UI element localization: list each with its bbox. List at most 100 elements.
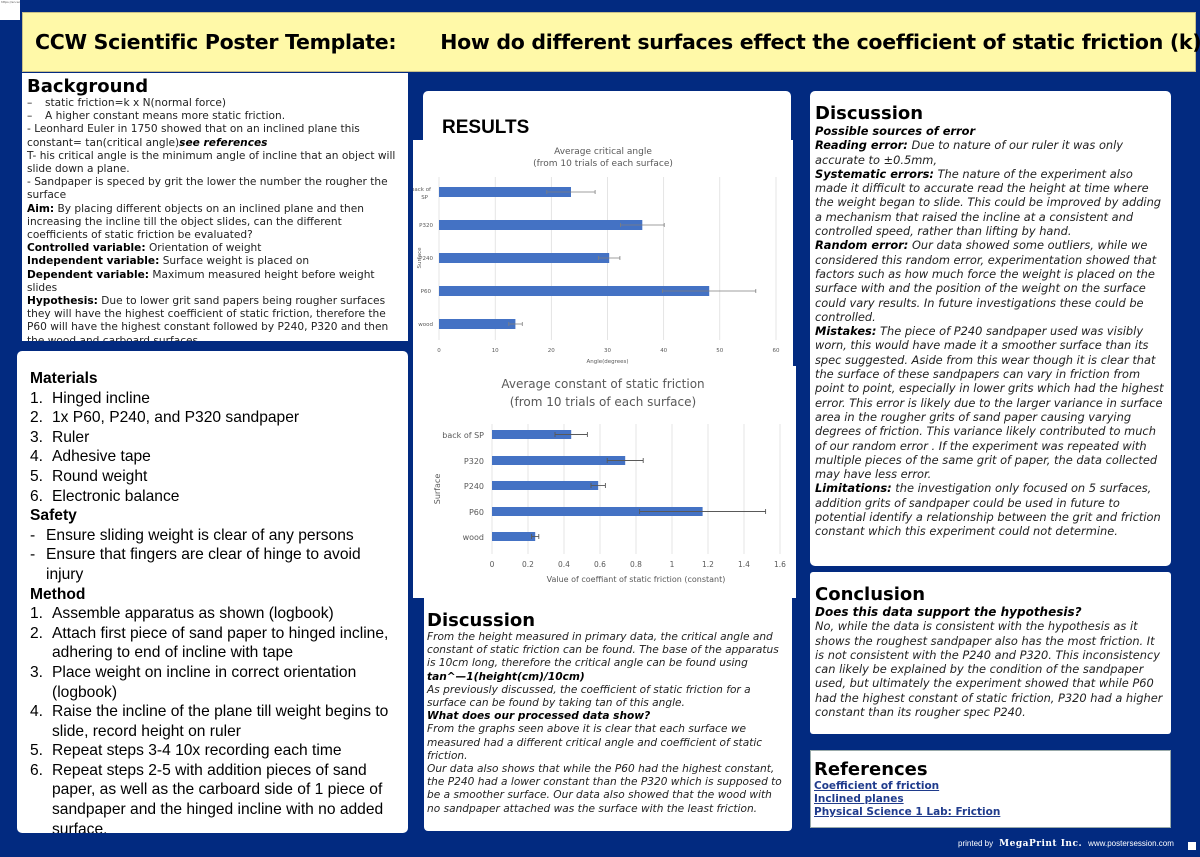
reference-link-inclined-planes[interactable]: Inclined planes	[814, 793, 904, 805]
svg-text:0: 0	[490, 560, 495, 569]
friction-constant-chart: Average constant of static friction (fro…	[413, 366, 796, 598]
discussion-mid-text: From the height measured in primary data…	[427, 631, 782, 815]
method-step: 3. Place weight on incline in correct ori…	[30, 663, 357, 701]
safety-item: - Ensure sliding weight is clear of any p…	[30, 526, 354, 544]
discussion-mid-panel: Discussion From the height measured in p…	[424, 598, 792, 831]
svg-text:P60: P60	[421, 289, 432, 295]
chart2-xlabel: Value of coeffiant of static friction (c…	[547, 575, 726, 584]
background-heading: Background	[27, 76, 149, 97]
bullet-higher-constant: A higher constant means more static fric…	[45, 110, 286, 123]
see-references-link[interactable]: see references	[179, 136, 268, 149]
independent-text: Surface weight is placed on	[159, 255, 310, 268]
discussion-right-heading: Discussion	[815, 103, 924, 124]
discussion-right-panel: Discussion Possible sources of error Rea…	[810, 91, 1171, 566]
method-step: 6. Repeat steps 2-5 with addition pieces …	[30, 761, 384, 833]
controlled-text: Orientation of weight	[145, 242, 262, 255]
chart2-title-line2: (from 10 trials of each surface)	[510, 395, 696, 409]
poster-research-question: How do different surfaces effect the coe…	[440, 30, 1200, 54]
aim-label: Aim:	[27, 202, 55, 215]
method-heading: Method	[30, 585, 86, 603]
controlled-label: Controlled variable:	[27, 242, 146, 255]
poster-title-banner: CCW Scientific Poster Template: How do d…	[22, 12, 1200, 72]
svg-text:0.6: 0.6	[594, 560, 606, 569]
svg-text:1.2: 1.2	[702, 560, 714, 569]
conclusion-heading: Conclusion	[815, 584, 926, 605]
conclusion-text: Does this data support the hypothesis? N…	[815, 605, 1163, 720]
references-panel: References Coefficient of friction Incli…	[810, 750, 1171, 828]
reference-link-physical-science-lab[interactable]: Physical Science 1 Lab: Friction	[814, 806, 1001, 818]
svg-text:P60: P60	[469, 508, 484, 517]
printer-footer: printed by MegaPrint Inc. www.postersessio…	[958, 839, 1174, 849]
conclusion-panel: Conclusion Does this data support the hy…	[810, 572, 1171, 734]
svg-text:0.2: 0.2	[522, 560, 534, 569]
chart1-cat-back-of-sp-l2: SP	[421, 195, 428, 201]
materials-section: Materials 1. Hinged incline 2. 1x P60, P24…	[30, 369, 398, 833]
svg-text:P320: P320	[464, 457, 484, 466]
svg-text:wood: wood	[463, 533, 484, 542]
discussion-mid-heading: Discussion	[427, 610, 536, 631]
materials-item: 2. 1x P60, P240, and P320 sandpaper	[30, 409, 300, 427]
method-step: 2. Attach first piece of sand paper to hi…	[30, 624, 389, 662]
chart2-title-line1: Average constant of static friction	[501, 377, 704, 391]
materials-item: 6. Electronic balance	[30, 487, 180, 505]
aim-text: By placing different objects on an incli…	[27, 202, 364, 242]
chart1-xlabel: Angle(degrees)	[586, 359, 628, 365]
svg-text:30: 30	[604, 348, 611, 354]
materials-item: 4. Adhesive tape	[30, 448, 151, 466]
independent-label: Independent variable:	[27, 255, 160, 268]
tan-formula: tan^—1(height(cm)/10cm)	[427, 670, 585, 683]
method-step: 5. Repeat steps 3-4 10x recording each ti…	[30, 742, 342, 760]
references-heading: References	[814, 759, 928, 780]
chart2-ylabel: Surface	[433, 474, 442, 505]
svg-text:back of SP: back of SP	[442, 431, 484, 440]
dependent-label: Dependent variable:	[27, 268, 150, 281]
poster-template-title: CCW Scientific Poster Template:	[35, 30, 397, 54]
conclusion-question: Does this data support the hypothesis?	[815, 605, 1082, 619]
postersession-url[interactable]: www.postersession.com	[1088, 839, 1174, 848]
svg-text:1: 1	[670, 560, 675, 569]
hypothesis-label: Hypothesis:	[27, 295, 98, 308]
chart1-cat-back-of-sp-l1: back of	[413, 187, 432, 193]
method-step: 1. Assemble apparatus as shown (logbook)	[30, 605, 334, 623]
bullet-static-friction: static friction=k x N(normal force)	[45, 97, 226, 109]
background-panel: Background – static friction=k x N(normal…	[22, 73, 408, 341]
svg-text:50: 50	[716, 348, 723, 354]
processed-data-question: What does our processed data show?	[427, 710, 651, 723]
svg-text:40: 40	[660, 348, 667, 354]
chart1-title-line2: (from 10 trials of each surface)	[533, 159, 673, 169]
svg-text:P320: P320	[419, 223, 433, 229]
reference-link-coefficient-of-friction[interactable]: Coefficient of friction	[814, 780, 940, 792]
error-sources-subheading: Possible sources of error	[815, 124, 976, 138]
printed-by-label: printed by	[958, 839, 994, 848]
safety-heading: Safety	[30, 507, 77, 525]
svg-text:P240: P240	[419, 256, 433, 262]
method-list: 1. Assemble apparatus as shown (logbook) …	[30, 604, 398, 833]
svg-text:0.4: 0.4	[558, 560, 570, 569]
svg-text:60: 60	[773, 348, 780, 354]
method-step: 4. Raise the incline of the plane till we…	[30, 703, 389, 740]
materials-item: 5. Round weight	[30, 467, 148, 485]
svg-text:10: 10	[492, 348, 499, 354]
chart1-title-line1: Average critical angle	[554, 147, 652, 157]
materials-method-panel: Materials 1. Hinged incline 2. 1x P60, P24…	[17, 351, 408, 833]
results-heading: RESULTS	[442, 117, 530, 138]
svg-text:1.6: 1.6	[774, 560, 786, 569]
safety-list: - Ensure sliding weight is clear of any p…	[30, 526, 398, 585]
critical-angle-text: T- his critical angle is the minimum ang…	[27, 149, 396, 176]
hypothesis-text: Due to lower grit sand papers being roug…	[27, 295, 389, 341]
corner-marker	[1188, 842, 1196, 850]
chart1-ylabel: Surface	[417, 247, 423, 269]
materials-heading: Materials	[30, 370, 98, 387]
svg-text:wood: wood	[418, 322, 433, 328]
discussion-right-text: Possible sources of error Reading error:…	[815, 124, 1164, 539]
sandpaper-text: - Sandpaper is speced by grit the lower …	[27, 176, 388, 202]
critical-angle-chart: Average critical angle (from 10 trials o…	[413, 140, 793, 366]
svg-text:0.8: 0.8	[630, 560, 642, 569]
dependent-text: Maximum measured height before weight sl…	[27, 268, 375, 294]
euler-text: - Leonhard Euler in 1750 showed that on …	[27, 123, 360, 149]
megaprint-brand: MegaPrint Inc.	[999, 839, 1083, 849]
materials-list: 1. Hinged incline 2. 1x P60, P240, and P32…	[30, 389, 398, 507]
svg-text:0: 0	[437, 348, 441, 354]
corner-url-note: https://en.wikipedia.org/wiki/Inclined_p…	[0, 0, 20, 20]
materials-item: 1. Hinged incline	[30, 389, 150, 407]
